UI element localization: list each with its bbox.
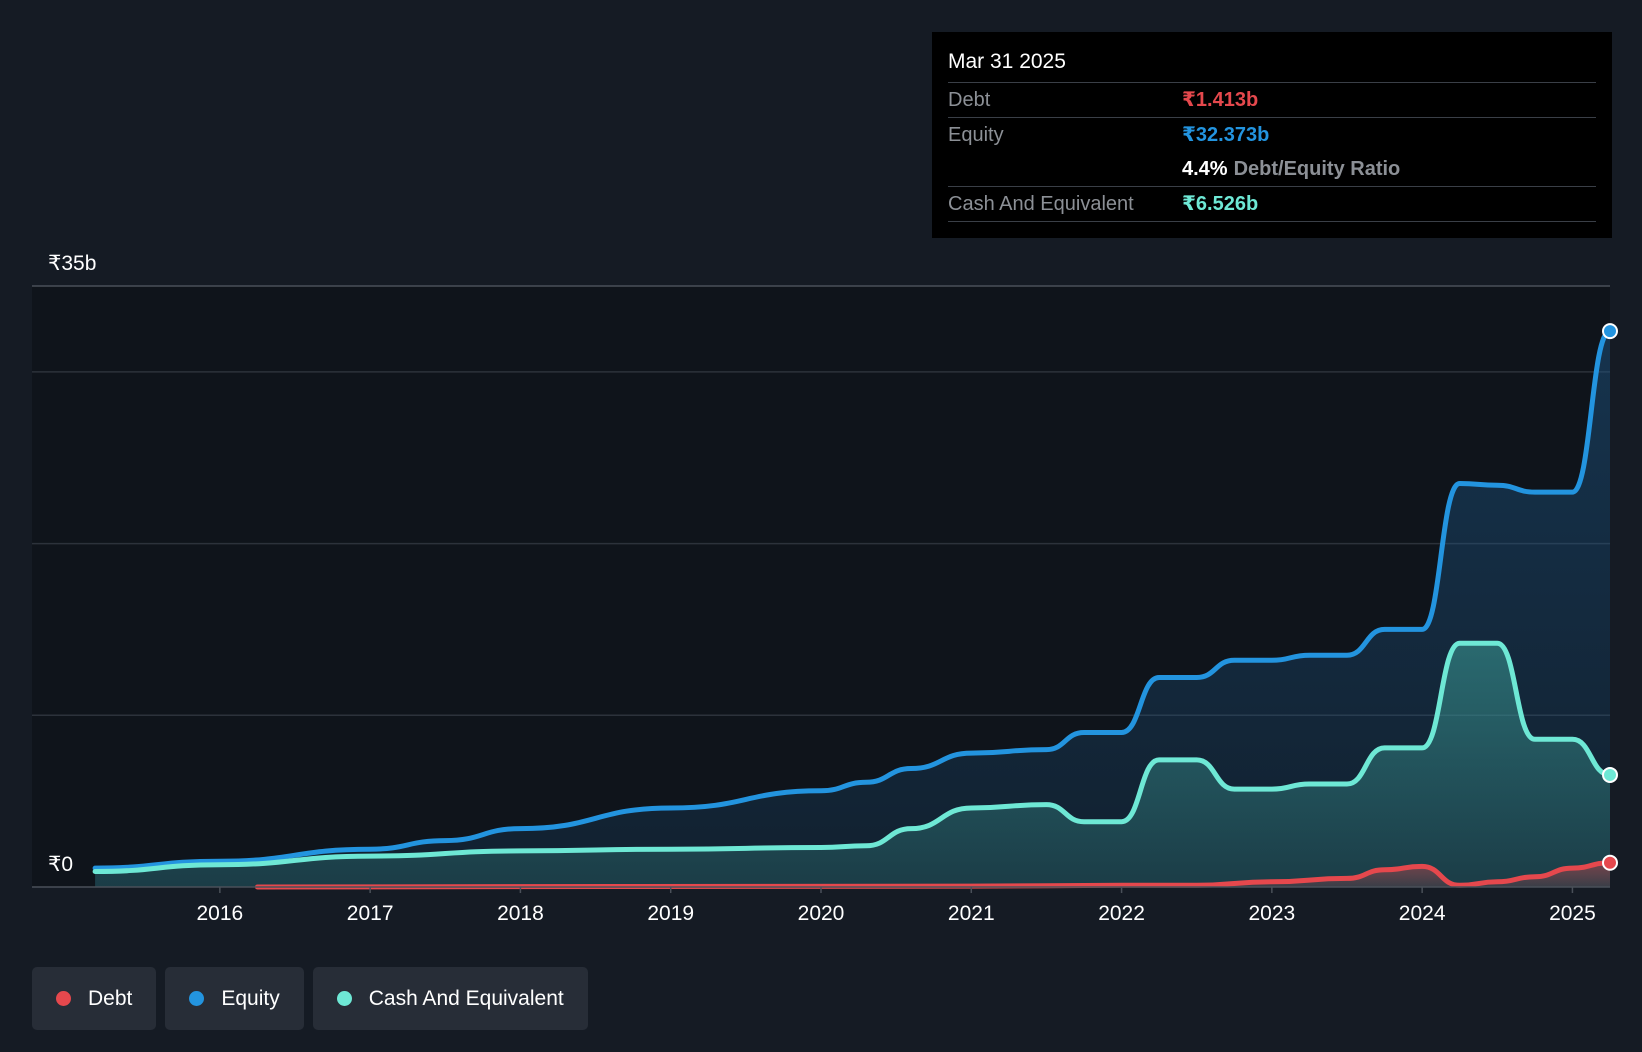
cash-end-marker xyxy=(1602,766,1618,783)
x-tick-label-2025: 2025 xyxy=(1549,902,1596,925)
x-tick-label-2023: 2023 xyxy=(1248,902,1295,925)
x-tick-label-2019: 2019 xyxy=(647,902,694,925)
tooltip-equity-label: Equity xyxy=(948,124,1004,146)
tooltip-cash-value: ₹6.526b xyxy=(1182,193,1259,215)
tooltip-ratio-value: 4.4% xyxy=(1182,158,1228,180)
tooltip-ratio-row: 4.4% Debt/Equity Ratio xyxy=(948,152,1596,187)
tooltip-ratio-label: Debt/Equity Ratio xyxy=(1233,158,1401,180)
debt-end-marker xyxy=(1602,854,1618,871)
x-tick-label-2016: 2016 xyxy=(196,902,243,925)
y-tick-label-0: ₹0 xyxy=(48,853,73,876)
tooltip-cash-label: Cash And Equivalent xyxy=(948,193,1134,215)
cash-line xyxy=(92,640,1613,874)
x-tick-label-2024: 2024 xyxy=(1399,902,1446,925)
equity-line xyxy=(92,328,1613,871)
legend-item-equity[interactable]: Equity xyxy=(165,967,304,1030)
legend-item-cash[interactable]: Cash And Equivalent xyxy=(312,967,588,1030)
x-tick-label-2022: 2022 xyxy=(1098,902,1145,925)
equity-area xyxy=(95,331,1611,888)
tooltip-cash-row: Cash And Equivalent ₹6.526b xyxy=(948,187,1596,222)
cash-area xyxy=(95,643,1611,887)
x-tick-label-2021: 2021 xyxy=(948,902,995,925)
legend-label-equity: Equity xyxy=(221,986,280,1010)
tooltip-date: Mar 31 2025 xyxy=(948,46,1596,83)
legend-label-debt: Debt xyxy=(88,986,133,1010)
legend-dot-equity xyxy=(189,991,205,1006)
debt-line xyxy=(254,860,1613,890)
legend-item-debt[interactable]: Debt xyxy=(32,967,157,1030)
x-tick-label-2020: 2020 xyxy=(798,902,845,925)
tooltip-debt-value: ₹1.413b xyxy=(1182,89,1259,111)
legend-dot-debt xyxy=(56,991,71,1006)
y-tick-label-35: ₹35b xyxy=(48,252,96,275)
tooltip-equity-row: Equity ₹32.373b xyxy=(948,118,1596,152)
x-tick-label-2018: 2018 xyxy=(497,902,544,925)
equity-end-marker xyxy=(1602,323,1618,340)
legend-label-cash: Cash And Equivalent xyxy=(368,986,564,1010)
legend-dot-cash xyxy=(336,991,352,1006)
data-tooltip: Mar 31 2025 Debt ₹1.413b Equity ₹32.373b… xyxy=(932,32,1612,238)
chart-legend: Debt Equity Cash And Equivalent xyxy=(32,967,588,1030)
tooltip-debt-row: Debt ₹1.413b xyxy=(948,83,1596,118)
tooltip-equity-value: ₹32.373b xyxy=(1182,124,1270,146)
x-tick-label-2017: 2017 xyxy=(347,902,394,925)
tooltip-debt-label: Debt xyxy=(948,89,991,111)
